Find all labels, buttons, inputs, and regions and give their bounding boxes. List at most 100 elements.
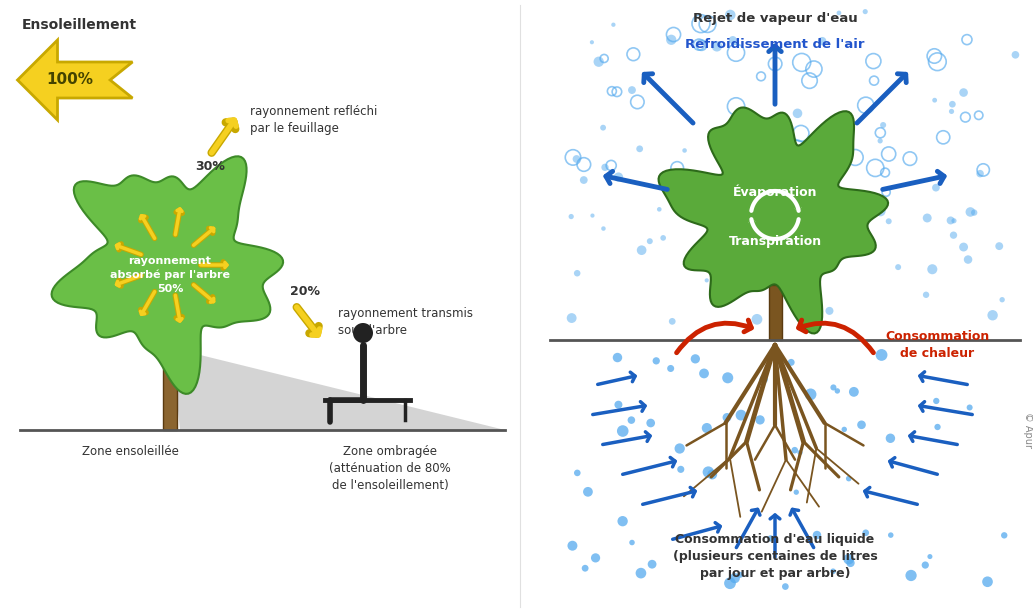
Text: Ensoleillement: Ensoleillement [22,18,137,32]
Circle shape [791,447,799,453]
Circle shape [614,173,623,182]
Text: Consommation
de chaleur: Consommation de chaleur [885,330,990,360]
Text: rayonnement transmis
sous l'arbre: rayonnement transmis sous l'arbre [338,307,473,337]
Circle shape [825,307,834,315]
Circle shape [725,10,735,20]
Circle shape [582,565,589,572]
Circle shape [653,357,660,365]
Polygon shape [659,108,888,334]
Circle shape [755,416,764,425]
Text: 20%: 20% [290,285,320,298]
Circle shape [976,170,983,177]
Circle shape [735,409,747,420]
Circle shape [843,554,854,564]
Circle shape [768,536,774,542]
Text: Évaporation: Évaporation [732,185,817,200]
Circle shape [702,466,714,478]
Circle shape [738,572,743,578]
Text: 100%: 100% [46,72,94,88]
Circle shape [848,237,858,248]
Circle shape [885,433,896,443]
Circle shape [812,305,820,314]
Text: © Apur: © Apur [1023,412,1033,448]
Circle shape [906,570,916,581]
Circle shape [572,155,581,163]
Circle shape [728,206,737,214]
Circle shape [722,250,726,255]
Circle shape [797,450,803,455]
Circle shape [808,227,817,236]
Circle shape [612,23,616,27]
Circle shape [722,413,731,422]
Circle shape [567,313,576,323]
Circle shape [722,372,733,383]
Circle shape [818,37,826,45]
Circle shape [949,109,954,114]
Circle shape [690,197,694,201]
Circle shape [928,264,937,274]
Circle shape [888,532,894,538]
Circle shape [628,86,636,94]
Circle shape [960,242,968,252]
Text: Zone ombragée
(atténuation de 80%
de l'ensoleillement): Zone ombragée (atténuation de 80% de l'e… [330,445,450,492]
Circle shape [668,318,676,325]
Circle shape [706,245,714,253]
Circle shape [988,310,998,321]
Circle shape [782,583,789,590]
Circle shape [1001,532,1007,539]
Text: rayonnement
absorbé par l'arbre
50%: rayonnement absorbé par l'arbre 50% [109,256,230,294]
Circle shape [594,56,604,67]
Circle shape [831,569,836,574]
Circle shape [567,541,577,551]
Circle shape [863,9,868,14]
Polygon shape [155,190,505,430]
Circle shape [831,384,837,390]
Circle shape [759,375,768,384]
Circle shape [863,529,869,536]
Circle shape [805,389,816,400]
Circle shape [932,98,937,103]
Circle shape [691,354,700,364]
Circle shape [615,401,623,409]
Circle shape [841,211,845,215]
Circle shape [617,425,628,437]
Circle shape [792,108,803,118]
Circle shape [922,292,930,298]
Circle shape [591,553,600,562]
Circle shape [946,217,954,225]
Circle shape [636,146,644,152]
Text: 30%: 30% [195,160,225,173]
Circle shape [647,238,653,244]
Circle shape [967,405,973,411]
Circle shape [728,36,737,44]
Circle shape [842,427,847,432]
Circle shape [629,540,634,545]
Circle shape [647,419,655,427]
Circle shape [846,476,851,482]
Circle shape [600,125,606,130]
Circle shape [922,214,932,222]
Circle shape [949,101,956,108]
Bar [769,285,782,340]
Circle shape [574,270,581,277]
Text: Rejet de vapeur d'eau: Rejet de vapeur d'eau [692,12,857,25]
Circle shape [724,577,735,589]
Circle shape [951,218,957,223]
Circle shape [716,237,726,247]
Circle shape [846,559,854,567]
Text: Transpiration: Transpiration [728,236,821,248]
Circle shape [657,207,661,212]
Circle shape [921,561,929,569]
Circle shape [876,349,887,361]
Circle shape [712,41,722,51]
Polygon shape [52,156,283,394]
Circle shape [574,469,581,476]
Circle shape [635,568,647,578]
Circle shape [590,40,594,44]
Circle shape [787,191,795,198]
Circle shape [678,466,684,473]
Circle shape [933,398,939,404]
Circle shape [996,242,1003,250]
Circle shape [591,214,595,218]
Circle shape [701,423,712,433]
